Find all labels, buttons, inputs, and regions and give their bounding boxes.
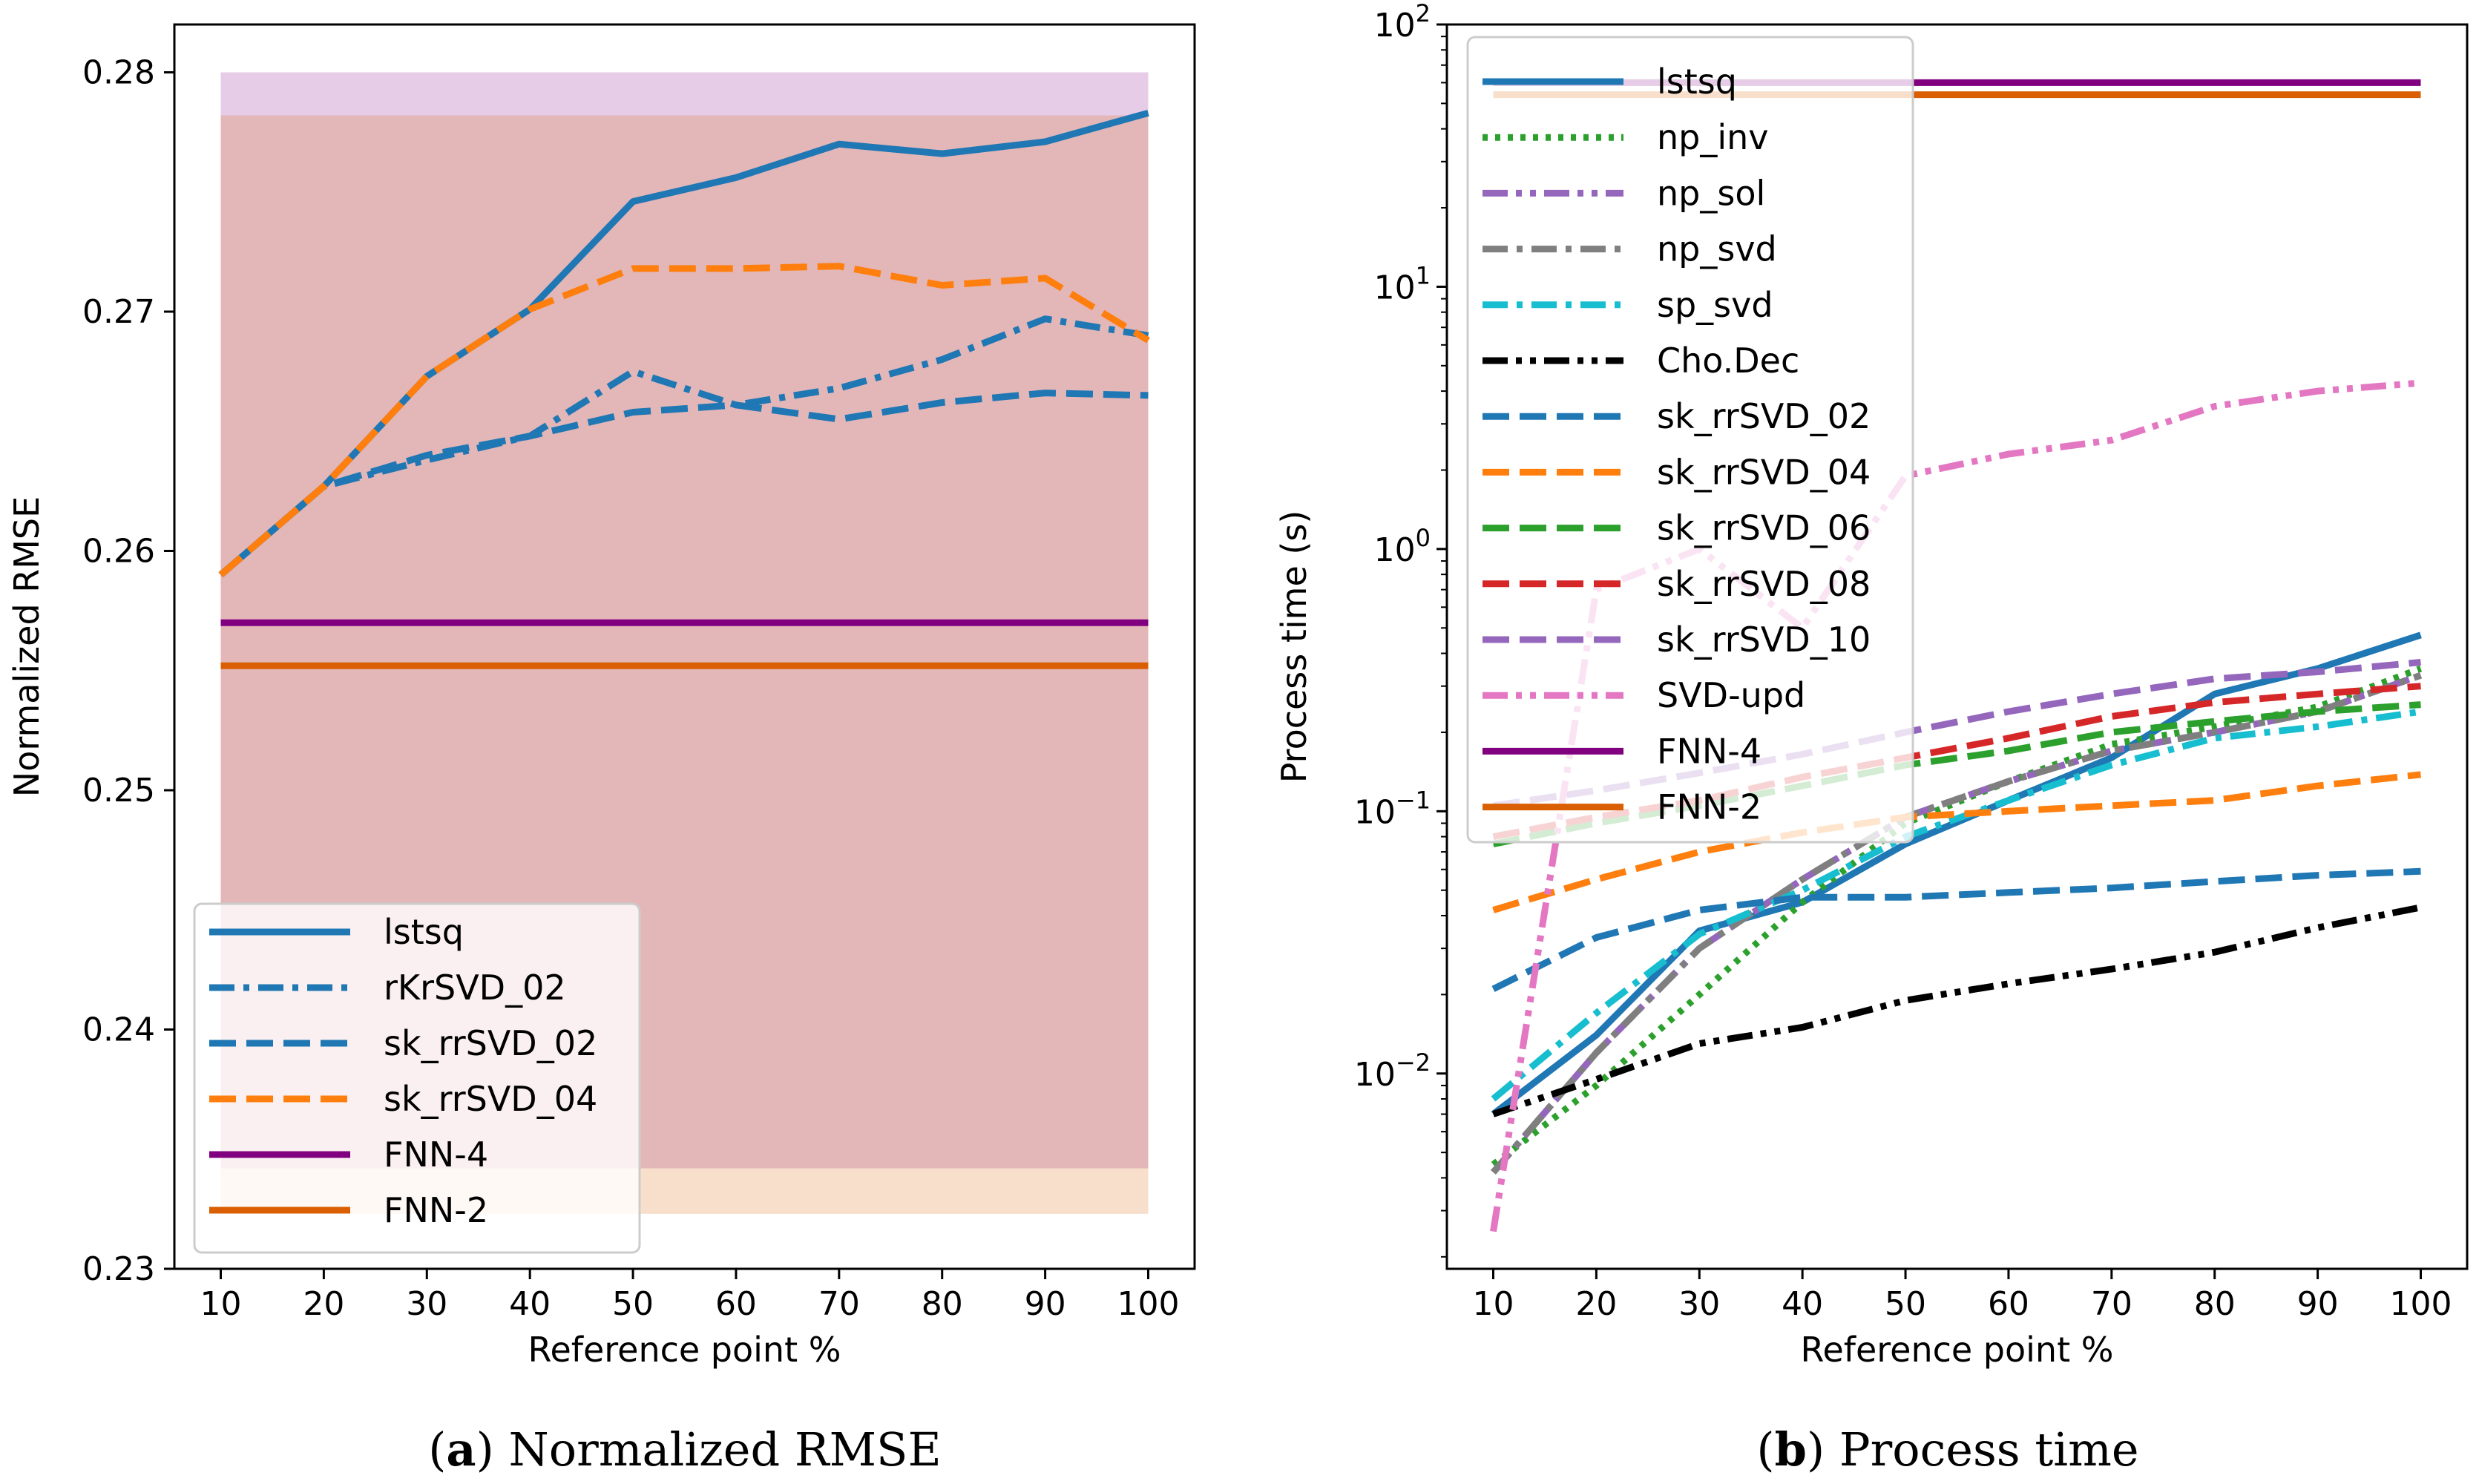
x-tick-label: 30 bbox=[406, 1285, 447, 1323]
x-axis-label: Reference point % bbox=[528, 1330, 841, 1370]
y-tick-label: 0.27 bbox=[82, 293, 155, 331]
legend-label: FNN-2 bbox=[384, 1190, 488, 1230]
series-line-lstsq bbox=[1491, 631, 2422, 1117]
x-tick-label: 30 bbox=[1678, 1285, 1720, 1323]
series-line-cho-dec bbox=[1492, 904, 2422, 1117]
x-tick-label: 70 bbox=[2091, 1285, 2132, 1323]
legend-label: np_inv bbox=[1657, 117, 1769, 157]
caption-b: (b) Process time bbox=[1756, 1422, 2138, 1477]
x-tick-label: 20 bbox=[1575, 1285, 1617, 1323]
x-tick-label: 40 bbox=[1782, 1285, 1823, 1323]
legend-label: rKrSVD_02 bbox=[384, 968, 566, 1008]
legend-a: lstsq rKrSVD_02 sk_rrSVD_02 sk_rrSVD_04 FNN-… bbox=[193, 902, 641, 1254]
y-axis-label: Process time (s) bbox=[1274, 510, 1314, 784]
legend-label: sk_rrSVD_02 bbox=[384, 1023, 597, 1063]
axes-frame-b bbox=[1445, 23, 2469, 1270]
x-tick-label: 10 bbox=[1473, 1285, 1514, 1323]
legend-label: sk_rrSVD_04 bbox=[384, 1079, 597, 1119]
legend-box bbox=[193, 902, 641, 1254]
x-tick-label: 50 bbox=[612, 1285, 654, 1323]
x-tick-label: 80 bbox=[922, 1285, 963, 1323]
legend-label: sp_svd bbox=[1657, 285, 1773, 325]
axes-frame-a bbox=[173, 23, 1196, 1270]
x-tick-label: 100 bbox=[1117, 1285, 1180, 1323]
series-line-sk-rrsvd-02 bbox=[218, 390, 1149, 578]
legend-label: lstsq bbox=[384, 912, 464, 952]
x-tick-label: 80 bbox=[2194, 1285, 2236, 1323]
series-line-sk-rrsvd-04 bbox=[1492, 771, 2421, 913]
y-axis-label: Normalized RMSE bbox=[7, 496, 47, 797]
legend-label: sk_rrSVD_04 bbox=[1657, 452, 1871, 492]
legend-label: sk_rrSVD_10 bbox=[1657, 620, 1871, 660]
y-tick-label: 101 bbox=[1374, 261, 1431, 306]
x-tick-label: 90 bbox=[2297, 1285, 2339, 1323]
y-tick-label: 0.26 bbox=[82, 533, 155, 571]
y-tick-label: 10−2 bbox=[1354, 1048, 1431, 1094]
x-tick-label: 70 bbox=[818, 1285, 860, 1323]
series-line-sp-svd bbox=[1491, 708, 2422, 1102]
y-tick-label: 0.25 bbox=[82, 772, 155, 810]
y-tick-label: 0.24 bbox=[82, 1011, 155, 1049]
x-tick-label: 20 bbox=[303, 1285, 344, 1323]
legend-label: lstsq bbox=[1657, 62, 1737, 102]
series-line-sk-rrsvd-02 bbox=[1491, 867, 2421, 992]
y-tick-label: 100 bbox=[1374, 524, 1431, 569]
legend-label: np_sol bbox=[1657, 173, 1765, 213]
legend-label: SVD-upd bbox=[1657, 675, 1805, 715]
series-line-np-svd bbox=[1491, 672, 2422, 1175]
legend-label: FNN-4 bbox=[1657, 731, 1761, 771]
series-line-svd-upd bbox=[1490, 379, 2421, 1232]
series-line-sk-rrsvd-04 bbox=[218, 263, 1150, 578]
legend-b: lstsq np_inv np_sol np_svd sp_svd Cho.Dec sk_r… bbox=[1466, 36, 1914, 844]
caption-a: (a) Normalized RMSE bbox=[428, 1422, 942, 1477]
legend-label: np_svd bbox=[1657, 229, 1777, 269]
legend-label: sk_rrSVD_08 bbox=[1657, 564, 1871, 604]
x-tick-label: 50 bbox=[1885, 1285, 1926, 1323]
x-tick-label: 40 bbox=[509, 1285, 551, 1323]
x-axis-label: Reference point % bbox=[1801, 1330, 2114, 1370]
x-tick-label: 10 bbox=[200, 1285, 242, 1323]
y-tick-label: 102 bbox=[1374, 0, 1431, 45]
x-tick-label: 60 bbox=[715, 1285, 757, 1323]
x-tick-label: 60 bbox=[1988, 1285, 2029, 1323]
legend-label: sk_rrSVD_02 bbox=[1657, 396, 1871, 436]
legend-box bbox=[1466, 36, 1914, 844]
legend-label: sk_rrSVD_06 bbox=[1657, 508, 1871, 548]
series-line-rkrsvd-02 bbox=[218, 315, 1149, 578]
y-tick-label: 0.28 bbox=[82, 54, 155, 92]
panel-b-process-time-chart: 10 20 30 40 50 60 70 80 90 100 10−2 10−1 100 101 102 Re… bbox=[1274, 0, 2469, 1370]
y-tick-label: 10−1 bbox=[1354, 786, 1431, 831]
panel-a-rmse-chart: 10 20 30 40 50 60 70 80 90 100 0.23 0.24 0.25 0.26 0.2… bbox=[7, 23, 1196, 1370]
x-tick-label: 100 bbox=[2390, 1285, 2452, 1323]
x-tick-label: 90 bbox=[1025, 1285, 1066, 1323]
legend-label: Cho.Dec bbox=[1657, 341, 1799, 381]
legend-label: FNN-2 bbox=[1657, 787, 1761, 827]
legend-label: FNN-4 bbox=[384, 1135, 488, 1175]
y-tick-label: 0.23 bbox=[82, 1250, 155, 1288]
